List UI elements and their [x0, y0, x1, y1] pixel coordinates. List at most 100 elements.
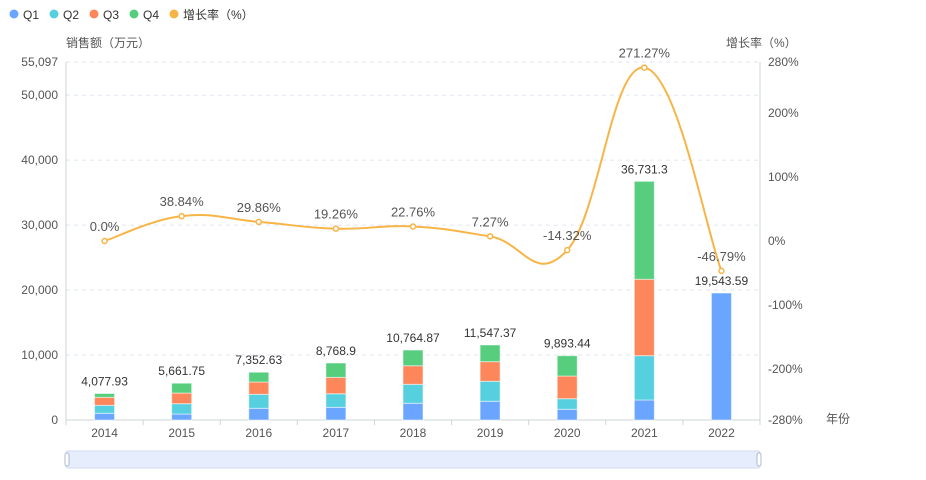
bar-total-label: 36,731.3 — [621, 162, 668, 176]
growth-point-2020[interactable] — [563, 246, 571, 254]
legend-marker-1 — [9, 9, 19, 19]
bar-q1-2014[interactable] — [94, 412, 116, 421]
bar-q1-2019[interactable] — [479, 400, 501, 421]
legend-label: Q1 — [23, 8, 39, 22]
bar-q3-2016[interactable] — [248, 381, 270, 395]
bar-q4-2014[interactable] — [94, 393, 116, 398]
bar-q1-2016[interactable] — [248, 407, 270, 421]
bar-q2-2018[interactable] — [402, 383, 424, 404]
slider-handle-left[interactable] — [64, 452, 70, 467]
growth-point-2019[interactable] — [486, 233, 494, 240]
bar-total-label: 5,661.75 — [158, 364, 205, 378]
bar-q2-2019[interactable] — [479, 380, 501, 402]
bar-q1-2018[interactable] — [402, 402, 424, 421]
y2-tick-label: 0% — [768, 234, 786, 248]
y2-tick-label: -200% — [768, 362, 803, 376]
growth-label: 19.26% — [314, 207, 359, 222]
bar-total-label: 19,543.59 — [695, 274, 749, 288]
legend-label: Q4 — [143, 8, 159, 22]
x-tick-label: 2022 — [708, 426, 735, 440]
bar-total-label: 7,352.63 — [235, 353, 282, 367]
bar-q4-2020[interactable] — [556, 355, 578, 377]
bar-q4-2016[interactable] — [248, 371, 270, 383]
y2-axis-title: 增长率（%） — [726, 35, 797, 50]
growth-label: -14.32% — [543, 228, 592, 243]
growth-label: 0.0% — [90, 219, 120, 234]
y-tick-label: 30,000 — [21, 218, 58, 232]
bar-total-label: 10,764.87 — [386, 331, 440, 345]
bar-q4-2018[interactable] — [402, 349, 424, 367]
bar-q2-2020[interactable] — [556, 398, 578, 410]
y2-tick-label: 100% — [768, 170, 799, 184]
growth-label: -46.79% — [697, 249, 746, 264]
bar-q3-2014[interactable] — [94, 396, 116, 406]
y-tick-label: 40,000 — [21, 153, 58, 167]
x-tick-label: 2015 — [168, 426, 195, 440]
bar-total-label: 9,893.44 — [544, 337, 591, 351]
growth-label: 271.27% — [619, 46, 671, 61]
bar-q4-2019[interactable] — [479, 344, 501, 363]
growth-label: 22.76% — [391, 204, 436, 219]
bar-q3-2018[interactable] — [402, 365, 424, 385]
legend-label: Q2 — [63, 8, 79, 22]
growth-label: 29.86% — [237, 200, 282, 215]
x-tick-label: 2016 — [245, 426, 272, 440]
data-zoom-slider[interactable] — [65, 450, 761, 469]
bar-total-label: 8,768.9 — [316, 344, 356, 358]
growth-point-2015[interactable] — [178, 212, 185, 220]
bar-total-label: 4,077.93 — [81, 375, 128, 389]
bar-q3-2017[interactable] — [325, 376, 347, 395]
bar-q3-2020[interactable] — [556, 375, 578, 400]
bar-q3-2021[interactable] — [633, 278, 655, 357]
growth-point-2017[interactable] — [332, 225, 340, 232]
growth-label: 38.84% — [160, 194, 205, 209]
legend-label: 增长率（%） — [183, 7, 254, 22]
y-tick-label: 10,000 — [21, 348, 58, 362]
growth-label: 7.27% — [472, 214, 509, 229]
x-tick-label: 2017 — [323, 426, 350, 440]
x-axis-title: 年份 — [826, 412, 850, 426]
growth-point-2014[interactable] — [101, 237, 108, 245]
growth-point-2022[interactable] — [718, 267, 725, 275]
legend-marker-5 — [169, 9, 179, 19]
bar-q2-2021[interactable] — [633, 355, 655, 401]
bar-q1-2020[interactable] — [556, 408, 578, 421]
x-tick-label: 2021 — [631, 426, 658, 440]
legend-marker-3 — [89, 9, 99, 19]
y-tick-label: 50,000 — [21, 88, 58, 102]
bar-q2-2014[interactable] — [94, 404, 116, 414]
growth-point-2016[interactable] — [255, 218, 263, 226]
bar-q1-2017[interactable] — [325, 406, 347, 421]
legend-label: Q3 — [103, 8, 119, 22]
y2-tick-label: 280% — [768, 55, 799, 69]
bar-q2-2016[interactable] — [248, 393, 270, 409]
growth-point-2021[interactable] — [641, 64, 648, 71]
bar-total-label: 11,547.37 — [464, 326, 517, 340]
bar-q4-2015[interactable] — [171, 382, 193, 394]
growth-point-2018[interactable] — [409, 223, 417, 230]
y-tick-label: 20,000 — [21, 283, 58, 297]
y-tick-label: 55,097 — [21, 55, 58, 69]
bar-q2-2017[interactable] — [325, 393, 347, 408]
bar-q2-2015[interactable] — [171, 403, 193, 415]
bar-q4-2017[interactable] — [325, 362, 347, 378]
y-tick-label: 0 — [51, 413, 58, 427]
bar-q1-2021[interactable] — [633, 399, 655, 421]
bar-q3-2019[interactable] — [479, 361, 501, 382]
bar-q3-2015[interactable] — [171, 392, 193, 405]
y-axis-title: 销售额（万元） — [66, 35, 150, 50]
y2-tick-label: -280% — [768, 413, 803, 427]
x-tick-label: 2018 — [400, 426, 427, 440]
bar-q4-2021[interactable] — [633, 180, 655, 280]
legend-marker-4 — [129, 9, 139, 19]
bar-q1-2022[interactable] — [710, 292, 732, 421]
x-tick-label: 2014 — [91, 426, 118, 440]
slider-handle-right[interactable] — [756, 452, 762, 467]
y2-tick-label: 200% — [768, 106, 799, 120]
legend-marker-2 — [49, 9, 59, 19]
y2-tick-label: -100% — [768, 298, 803, 312]
x-tick-label: 2020 — [554, 426, 581, 440]
bar-q1-2015[interactable] — [171, 413, 193, 421]
